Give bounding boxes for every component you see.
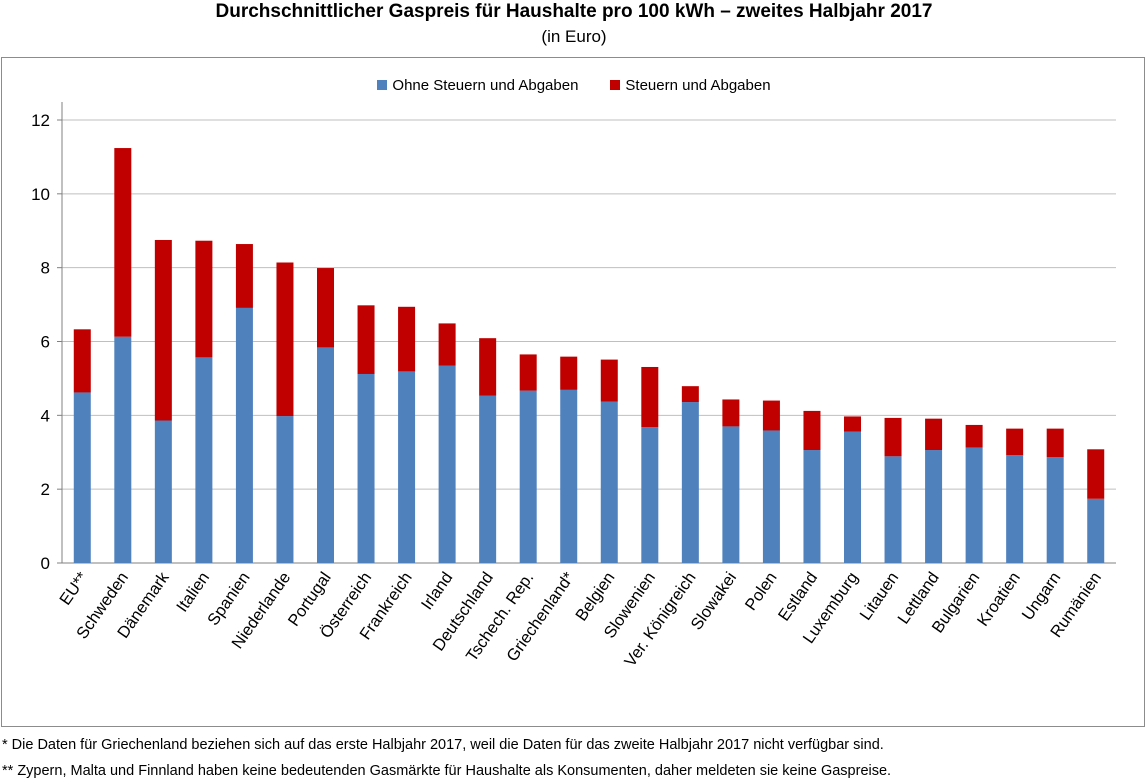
y-tick-label: 10 — [31, 185, 50, 204]
footnote-griechenland: * Die Daten für Griechenland beziehen si… — [2, 737, 884, 753]
legend-swatch-steuern — [610, 80, 621, 90]
bar-ohne-steuern — [681, 402, 699, 563]
y-tick-label: 0 — [41, 554, 50, 573]
bar-ohne-steuern — [479, 395, 497, 563]
bar-ohne-steuern — [154, 420, 172, 563]
legend-label-steuern: Steuern und Abgaben — [625, 76, 771, 94]
bar-steuern — [519, 354, 537, 391]
bar-steuern — [681, 386, 699, 403]
bar-steuern — [1087, 449, 1105, 499]
bar-ohne-steuern — [73, 392, 91, 563]
y-tick-label: 12 — [31, 111, 50, 130]
bar-ohne-steuern — [398, 371, 416, 563]
y-tick-label: 6 — [41, 333, 50, 352]
bar-steuern — [844, 416, 861, 432]
bar-steuern — [1046, 428, 1064, 458]
bar-ohne-steuern — [114, 336, 132, 563]
bar-ohne-steuern — [965, 447, 983, 563]
bar-steuern — [1006, 428, 1024, 456]
bar-ohne-steuern — [560, 389, 578, 563]
bar-ohne-steuern — [641, 427, 659, 563]
bar-ohne-steuern — [438, 365, 456, 563]
bar-ohne-steuern — [600, 401, 618, 563]
bar-ohne-steuern — [195, 357, 213, 563]
chart-frame — [1, 57, 1145, 727]
legend-swatch-ohne-steuern — [377, 80, 388, 90]
bar-steuern — [479, 338, 497, 396]
bar-steuern — [235, 244, 253, 308]
y-tick-label: 2 — [41, 480, 50, 499]
x-tick-label: Polen — [742, 569, 781, 614]
legend-label-ohne-steuern: Ohne Steuern und Abgaben — [392, 76, 579, 94]
bar-steuern — [600, 359, 618, 402]
bar-ohne-steuern — [1006, 455, 1024, 563]
bar-steuern — [357, 305, 375, 374]
bar-steuern — [722, 399, 740, 427]
x-tick-label: EU** — [56, 568, 92, 608]
bar-steuern — [560, 356, 578, 390]
bar-ohne-steuern — [276, 416, 294, 563]
bar-steuern — [438, 323, 456, 366]
bar-ohne-steuern — [803, 450, 821, 563]
bar-ohne-steuern — [762, 430, 780, 563]
bar-ohne-steuern — [357, 373, 375, 563]
bar-steuern — [925, 418, 943, 451]
bar-ohne-steuern — [1087, 498, 1105, 563]
footnote-eu: ** Zypern, Malta und Finnland haben kein… — [2, 763, 892, 779]
bar-ohne-steuern — [722, 426, 740, 563]
bar-steuern — [762, 400, 780, 431]
y-tick-label: 4 — [41, 406, 50, 425]
bar-steuern — [114, 148, 132, 337]
bar-ohne-steuern — [884, 456, 902, 563]
bar-steuern — [276, 262, 294, 417]
bar-steuern — [154, 239, 172, 421]
x-tick-label: Italien — [173, 569, 213, 615]
x-tick-label: Irland — [418, 569, 456, 613]
legend-item-steuern: Steuern und Abgaben — [610, 76, 771, 94]
chart-title: Durchschnittlicher Gaspreis für Haushalt… — [215, 1, 933, 22]
bar-ohne-steuern — [844, 431, 861, 563]
bar-steuern — [965, 424, 983, 448]
y-tick-label: 8 — [41, 259, 50, 278]
bar-ohne-steuern — [317, 347, 334, 563]
legend: Ohne Steuern und Abgaben Steuern und Abg… — [0, 74, 1148, 96]
bar-steuern — [803, 410, 821, 451]
legend-item-ohne-steuern: Ohne Steuern und Abgaben — [377, 77, 578, 94]
bar-ohne-steuern — [519, 390, 537, 563]
bar-ohne-steuern — [1046, 457, 1064, 563]
bar-steuern — [641, 366, 659, 428]
bar-steuern — [317, 268, 334, 348]
bar-steuern — [398, 306, 416, 372]
bar-steuern — [884, 417, 902, 457]
bar-ohne-steuern — [925, 450, 943, 563]
bar-ohne-steuern — [235, 307, 253, 563]
bar-steuern — [73, 329, 91, 393]
chart-subtitle: (in Euro) — [541, 27, 607, 46]
bar-steuern — [195, 240, 213, 358]
